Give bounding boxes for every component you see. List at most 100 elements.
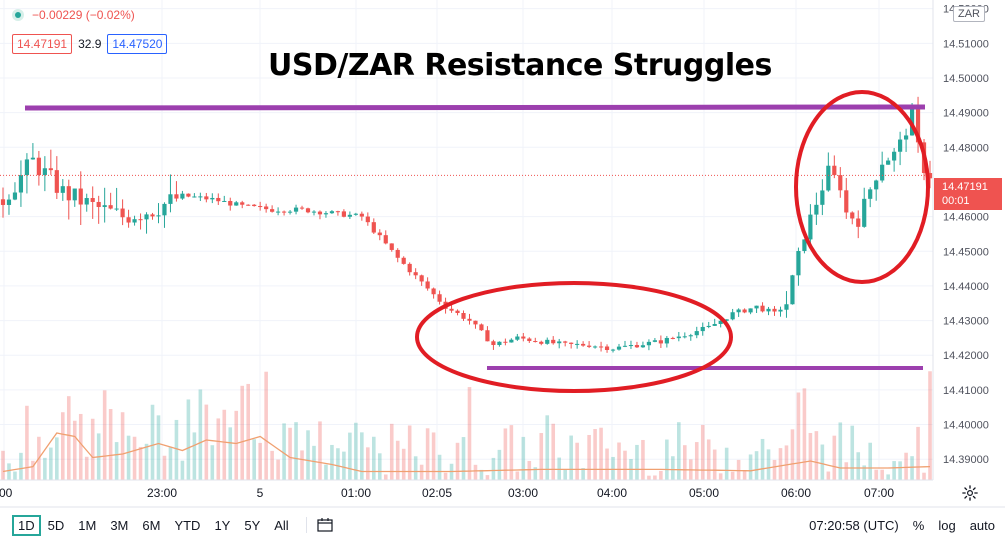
timeframe-3m[interactable]: 3M — [110, 517, 129, 533]
candle-body — [892, 151, 897, 161]
candle-body — [658, 340, 663, 344]
candle-body — [222, 200, 227, 202]
candle-body — [180, 193, 185, 199]
volume-bar — [7, 463, 11, 480]
candle-body — [772, 308, 777, 312]
timeframe-1d[interactable]: 1D — [12, 514, 41, 536]
gear-icon[interactable] — [961, 484, 979, 502]
volume-bar — [814, 431, 819, 480]
candle-body — [634, 345, 640, 348]
volume-bar — [886, 474, 890, 480]
volume-bar — [192, 432, 197, 480]
candles — [0, 96, 933, 353]
chart-grid — [0, 0, 933, 480]
candle-body — [545, 339, 550, 344]
candle-body — [365, 216, 370, 223]
volume-bar — [132, 436, 137, 480]
candle-body — [724, 319, 729, 321]
volume-bar — [258, 442, 262, 480]
ask-price-button[interactable]: 14.47520 — [107, 34, 168, 54]
volume-bar — [61, 412, 65, 480]
candle-body — [150, 214, 155, 217]
bid-price-button[interactable]: 14.47191 — [12, 34, 73, 54]
candle-body — [246, 204, 251, 206]
candle-body — [341, 211, 346, 217]
candle-body — [6, 199, 12, 205]
volume-bar — [1, 450, 5, 480]
last-price-value: 14.47191 — [942, 181, 988, 193]
timeframe-1m[interactable]: 1M — [78, 517, 97, 533]
currency-badge[interactable]: ZAR — [953, 6, 985, 22]
candle-body — [24, 159, 30, 176]
volume-bar — [617, 442, 621, 480]
volume-bar — [437, 454, 442, 480]
candle-body — [640, 345, 646, 348]
candle-body — [377, 232, 382, 236]
volume-bar — [832, 435, 837, 480]
volume-bar — [270, 450, 274, 480]
timeframe-all[interactable]: All — [274, 517, 289, 533]
candle-body — [838, 175, 843, 191]
timeframe-5y[interactable]: 5Y — [244, 517, 261, 533]
auto-toggle[interactable]: auto — [969, 517, 995, 533]
candle-body — [742, 309, 747, 313]
candle-body — [598, 346, 604, 348]
volume-bar — [407, 425, 412, 480]
volume-bar — [31, 460, 35, 480]
candle-body — [862, 198, 867, 227]
candle-body — [335, 211, 341, 213]
volume-bar — [138, 446, 143, 480]
candle-body — [533, 341, 538, 343]
candle-body — [467, 318, 472, 321]
candle-body — [808, 214, 813, 240]
bottom-toolbar: 1D 5D 1M 3M 6M YTD 1Y 5Y All 07:20:58 (U… — [0, 512, 1005, 538]
volume-bar — [856, 452, 861, 480]
candle-body — [521, 336, 526, 339]
candle-body — [281, 211, 287, 213]
volume-bar — [874, 469, 878, 480]
volume-bar — [503, 428, 508, 480]
timeframe-ytd[interactable]: YTD — [174, 517, 201, 533]
volume-bar — [653, 475, 657, 480]
last-price-tag: 14.47191 00:01 — [934, 178, 1002, 210]
candle-body — [497, 341, 502, 345]
volume-bar — [294, 422, 298, 480]
volume-bar — [605, 448, 609, 480]
price-axis: 14.5200014.5100014.5000014.4900014.48000… — [943, 4, 989, 467]
time-tick-label: 02:05 — [422, 486, 452, 500]
candle-body — [874, 180, 879, 190]
price-tick-label: 14.48000 — [943, 142, 989, 154]
timeframe-5d[interactable]: 5D — [47, 517, 65, 533]
candle-body — [102, 205, 107, 208]
percent-toggle[interactable]: % — [912, 517, 925, 533]
volume-bar — [210, 445, 215, 480]
time-tick-label: 23:00 — [147, 486, 177, 500]
timeframe-6m[interactable]: 6M — [142, 517, 161, 533]
candle-body — [395, 249, 400, 258]
candle-body — [628, 345, 634, 347]
volume-bar — [324, 464, 328, 480]
axis-controls: 07:20:58 (UTC) % log auto — [809, 512, 995, 538]
date-range-icon[interactable] — [317, 518, 333, 532]
candle-body — [503, 341, 508, 343]
candle-body — [60, 186, 65, 193]
candle-body — [491, 341, 496, 345]
clock-display[interactable]: 07:20:58 (UTC) — [809, 517, 899, 533]
volume-bar — [868, 442, 872, 480]
time-axis: :00 23:00 5 01:00 02:05 03:00 04:00 05:00 06:00 0… — [0, 486, 894, 500]
volume-bar — [174, 419, 179, 480]
log-toggle[interactable]: log — [938, 517, 956, 533]
volume-bar — [497, 449, 502, 480]
volume-bar — [850, 425, 855, 480]
candle-body — [347, 214, 352, 217]
candle-body — [437, 294, 442, 302]
volume-bar — [575, 442, 579, 480]
bid-ask-row: 14.47191 32.9 14.47520 — [12, 34, 168, 54]
volume-bar — [372, 436, 376, 480]
candle-body — [455, 310, 460, 314]
timeframe-1y[interactable]: 1Y — [214, 517, 231, 533]
resistance-test-ellipse — [794, 90, 930, 284]
candle-body — [371, 222, 376, 233]
volume-bar — [431, 432, 436, 480]
